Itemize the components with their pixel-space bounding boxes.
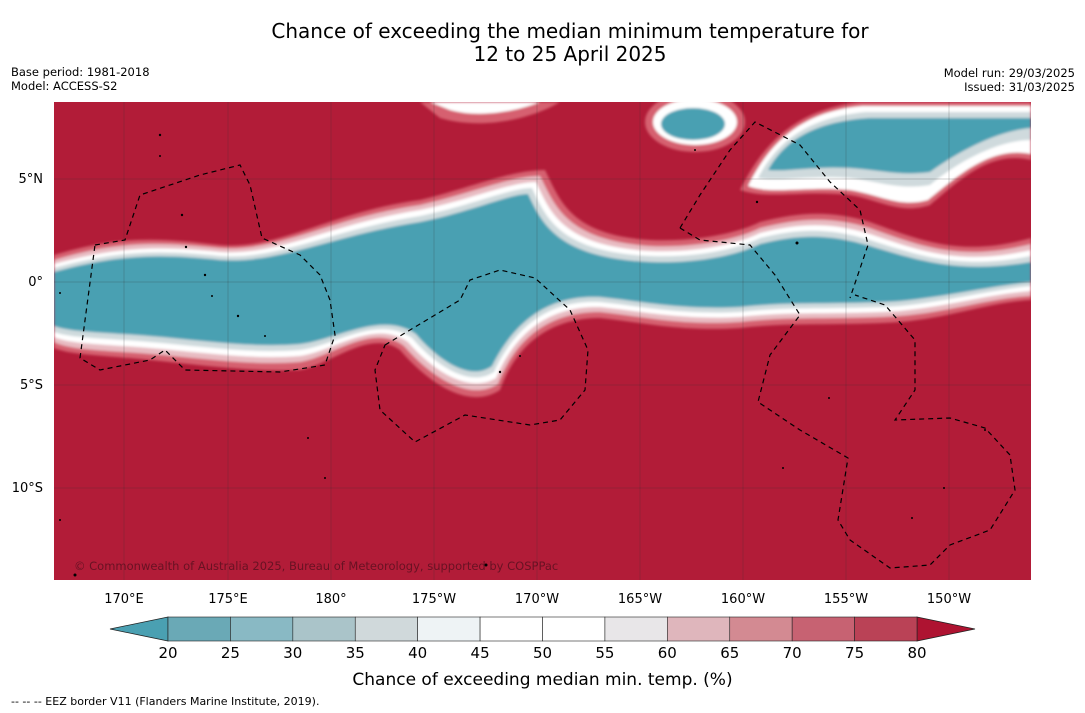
colorbar-tick: 70	[783, 644, 802, 662]
lon-label: 155°W	[824, 592, 868, 607]
title-line-1: Chance of exceeding the median minimum t…	[271, 19, 869, 43]
attribution-text: © Commonwealth of Australia 2025, Bureau…	[74, 559, 558, 573]
lon-label: 170°E	[104, 592, 144, 607]
colorbar-segment	[854, 616, 918, 642]
map-area: © Commonwealth of Australia 2025, Bureau…	[54, 102, 1031, 580]
colorbar-tick: 60	[658, 644, 677, 662]
colorbar-under-arrow	[109, 616, 169, 642]
eez-tokelau-samoa	[374, 269, 589, 443]
colorbar-tick: 35	[346, 644, 365, 662]
lat-label: 10°S	[12, 481, 43, 496]
issued-text: Issued: 31/03/2025	[964, 80, 1075, 94]
base-period-text: Base period: 1981-2018	[11, 65, 150, 79]
lon-label: 175°E	[208, 592, 248, 607]
lat-label: 5°S	[20, 378, 43, 393]
lon-label: 165°W	[618, 592, 662, 607]
colorbar-segment	[667, 616, 731, 642]
colorbar-tick: 75	[845, 644, 864, 662]
model-text: Model: ACCESS-S2	[11, 79, 118, 93]
colorbar-segment	[542, 616, 606, 642]
colorbar-segment	[167, 616, 231, 642]
colorbar-tick: 25	[221, 644, 240, 662]
model-run-text: Model run: 29/03/2025	[943, 66, 1075, 80]
eez-kiribati-tuvalu	[79, 164, 336, 373]
chart-title: Chance of exceeding the median minimum t…	[0, 20, 1085, 66]
colorbar-tick: 45	[471, 644, 490, 662]
colorbar-tick: 50	[533, 644, 552, 662]
colorbar-segment	[292, 616, 356, 642]
lat-label: 0°	[28, 275, 43, 290]
colorbar-segment	[354, 616, 418, 642]
meta-right: Model run: 29/03/2025 Issued: 31/03/2025	[944, 66, 1075, 94]
northern-cool-region	[740, 102, 1031, 209]
north-central-gradient	[420, 102, 560, 124]
lon-label: 180°	[315, 592, 346, 607]
lat-label: 5°N	[19, 172, 44, 187]
colorbar-segment	[230, 616, 294, 642]
eez-footnote: -- -- -- EEZ border V11 (Flanders Marine…	[11, 695, 320, 708]
gridlines	[54, 102, 1031, 580]
colorbar-ticks: 20 25 30 35 40 45 50 55 60 65 70 75 80	[158, 644, 926, 662]
colorbar-over-arrow	[916, 616, 976, 642]
meta-left: Base period: 1981-2018 Model: ACCESS-S2	[11, 65, 150, 93]
eez-borders	[79, 121, 1016, 569]
colorbar-tick: 80	[907, 644, 926, 662]
colorbar-tick: 65	[720, 644, 739, 662]
colorbar-segment	[417, 616, 481, 642]
title-line-2: 12 to 25 April 2025	[473, 42, 667, 66]
colorbar-tick: 30	[283, 644, 302, 662]
colorbar-tick: 20	[158, 644, 177, 662]
colorbar-segment	[791, 616, 855, 642]
lon-label: 170°W	[515, 592, 559, 607]
lon-label: 160°W	[721, 592, 765, 607]
colorbar-segment	[604, 616, 668, 642]
colorbar-segments	[167, 616, 918, 642]
islands	[59, 133, 986, 577]
equatorial-cool-band	[54, 170, 1031, 398]
colorbar-segment	[729, 616, 793, 642]
colorbar: 20 25 30 35 40 45 50 55 60 65 70 75 80 C…	[109, 616, 976, 690]
small-cool-blob	[645, 102, 745, 152]
colorbar-tick: 40	[408, 644, 427, 662]
colorbar-segment	[479, 616, 543, 642]
lon-label: 175°W	[412, 592, 456, 607]
colorbar-label: Chance of exceeding median min. temp. (%…	[352, 670, 732, 690]
axis-labels: 5°N 0° 5°S 10°S 170°E 175°E 180° 175°W 1…	[12, 172, 972, 607]
lon-label: 150°W	[927, 592, 971, 607]
eez-line-islands-north	[679, 121, 869, 299]
colorbar-tick: 55	[595, 644, 614, 662]
